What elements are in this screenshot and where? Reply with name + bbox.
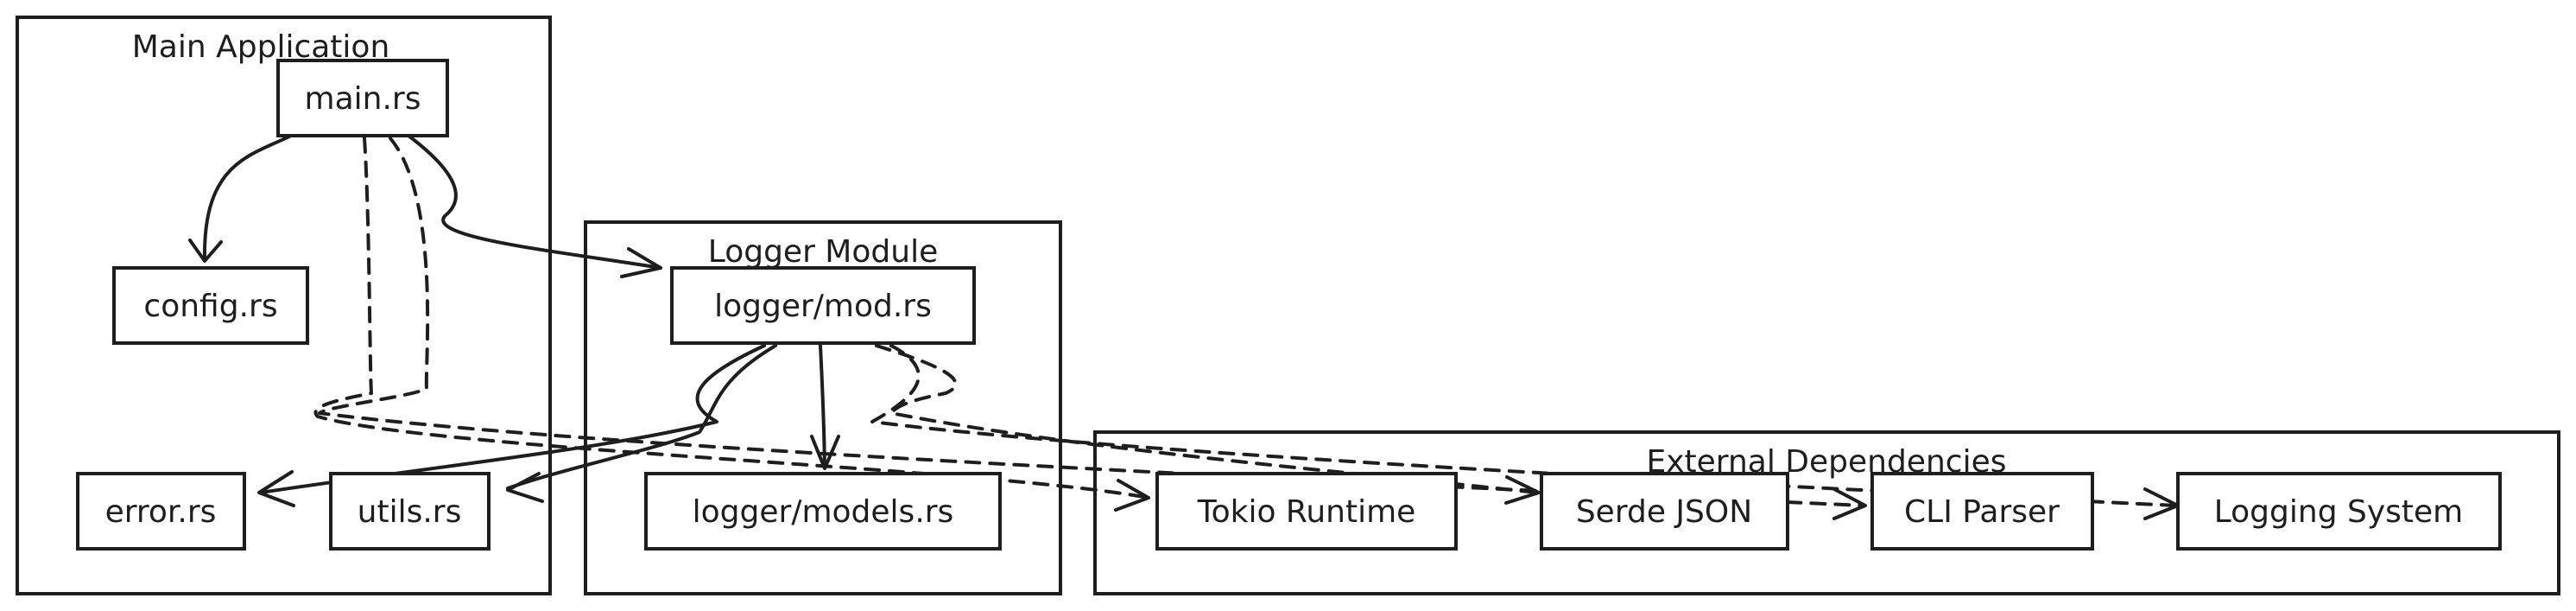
node-label-tokio-runtime: Tokio Runtime bbox=[1197, 494, 1416, 530]
group-frame-external-dependencies bbox=[1093, 430, 2560, 595]
node-logger-models-rs: logger/models.rs bbox=[644, 472, 1002, 551]
node-serde-json: Serde JSON bbox=[1540, 472, 1789, 551]
node-logger-mod-rs: logger/mod.rs bbox=[670, 266, 976, 345]
edge-main-to-logger-mod bbox=[407, 134, 662, 278]
node-utils-rs: utils.rs bbox=[329, 472, 491, 551]
node-error-rs: error.rs bbox=[76, 472, 246, 551]
edge-main-to-tokio bbox=[313, 137, 1150, 512]
node-logging-system: Logging System bbox=[2176, 472, 2502, 551]
node-label-logger-mod-rs: logger/mod.rs bbox=[714, 289, 932, 324]
node-main-rs: main.rs bbox=[276, 59, 449, 137]
edge-logger-mod-to-logger-models bbox=[810, 344, 840, 470]
node-label-error-rs: error.rs bbox=[105, 494, 217, 530]
node-label-utils-rs: utils.rs bbox=[358, 494, 462, 530]
edge-logger-mod-to-utils bbox=[506, 344, 777, 503]
group-frame-logger-module bbox=[584, 220, 1062, 595]
group-title-logger-module: Logger Module bbox=[708, 234, 938, 270]
node-label-logging-system: Logging System bbox=[2214, 494, 2464, 530]
node-tokio-runtime: Tokio Runtime bbox=[1155, 472, 1458, 551]
node-cli-parser: CLI Parser bbox=[1870, 472, 2094, 551]
group-frame-main-application bbox=[16, 16, 552, 595]
node-label-serde-json: Serde JSON bbox=[1576, 494, 1752, 530]
edge-main-to-config bbox=[188, 134, 293, 263]
edge-logger-mod-to-serde bbox=[875, 344, 1541, 505]
node-label-main-rs: main.rs bbox=[305, 81, 421, 117]
node-config-rs: config.rs bbox=[112, 266, 309, 345]
node-label-config-rs: config.rs bbox=[143, 289, 277, 324]
group-logger-module: Logger Module bbox=[584, 220, 1062, 595]
node-label-cli-parser: CLI Parser bbox=[1904, 494, 2060, 530]
node-label-logger-models-rs: logger/models.rs bbox=[693, 494, 954, 530]
